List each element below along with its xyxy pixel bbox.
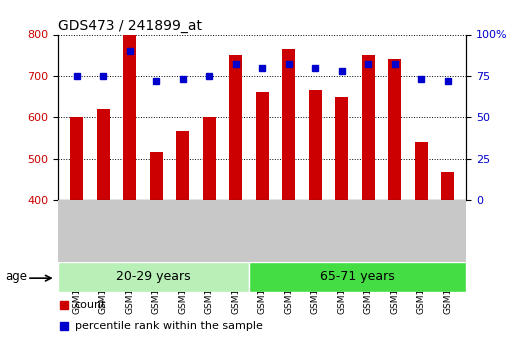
Text: 65-71 years: 65-71 years	[320, 270, 395, 283]
Bar	[123, 34, 137, 200]
Bar	[335, 97, 348, 200]
Bar	[361, 55, 375, 200]
Bar	[414, 142, 428, 200]
Text: GDS473 / 241899_at: GDS473 / 241899_at	[58, 19, 202, 33]
Bar	[229, 55, 242, 200]
Bar	[249, 262, 466, 292]
Bar	[58, 262, 249, 292]
Bar	[441, 172, 454, 200]
Bar	[70, 117, 84, 200]
Bar	[96, 109, 110, 200]
Text: 20-29 years: 20-29 years	[116, 270, 191, 283]
Bar	[176, 131, 189, 200]
Text: count: count	[75, 300, 106, 310]
Bar	[149, 152, 163, 200]
Bar	[202, 117, 216, 200]
Text: percentile rank within the sample: percentile rank within the sample	[75, 321, 262, 331]
Bar	[308, 90, 322, 200]
Bar	[282, 49, 295, 200]
Bar	[255, 92, 269, 200]
Text: age: age	[5, 270, 28, 283]
Bar	[388, 59, 401, 200]
